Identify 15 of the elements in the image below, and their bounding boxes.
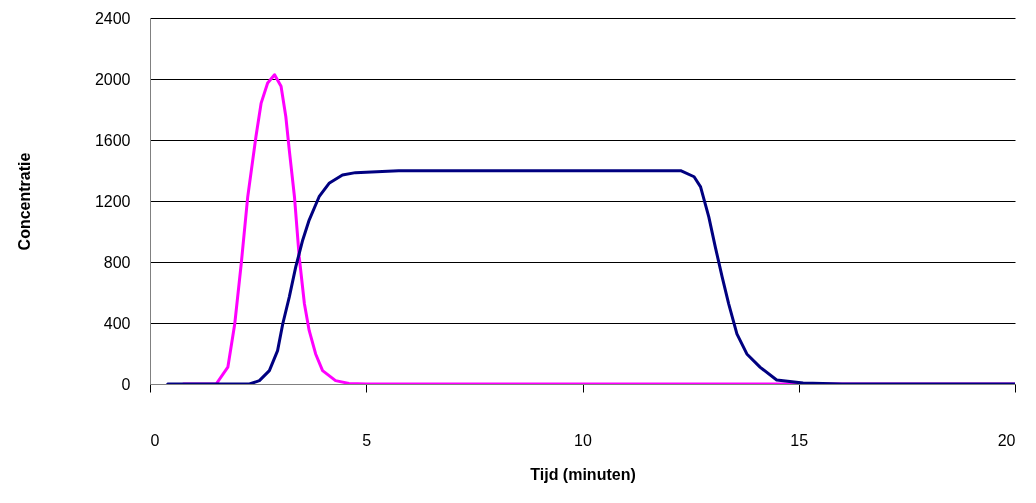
y-tick-label: 800 [103,253,131,271]
x-tick-label: 20 [997,431,1016,449]
y-tick-label: 2400 [94,9,131,27]
y-tick-label: 1600 [94,131,131,149]
y-tick-label: 1200 [94,192,131,210]
x-axis-title: Tijd (minuten) [530,465,636,483]
x-tick-label: 5 [362,431,372,449]
x-tick-label: 10 [574,431,592,449]
y-tick-label: 2000 [94,70,131,88]
x-tick-label: 0 [150,431,160,449]
y-axis-title: Concentratie [15,152,33,251]
y-tick-label: 400 [103,314,131,332]
y-tick-label: 0 [121,375,131,393]
line-series [166,169,1015,384]
x-tick-label: 15 [790,431,809,449]
